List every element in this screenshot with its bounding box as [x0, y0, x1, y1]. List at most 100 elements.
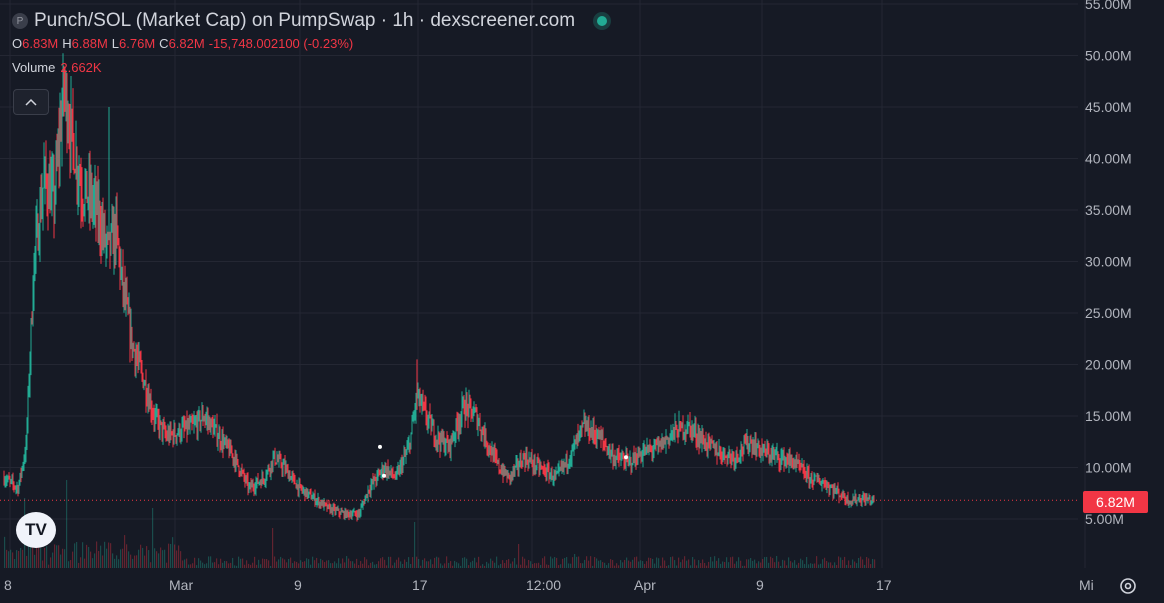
candle-body — [392, 474, 394, 476]
candle-body — [321, 501, 323, 506]
candle-body — [279, 456, 281, 458]
candle-body — [858, 497, 860, 499]
tradingview-logo[interactable]: TV — [16, 512, 56, 548]
candle-body — [639, 454, 641, 457]
candle-body — [596, 437, 598, 442]
price-axis[interactable]: 5.00M 10.00M 15.00M 20.00M 25.00M 30.00M 35.00… — [1085, 0, 1132, 527]
candle-body — [733, 456, 735, 464]
volume-bar — [58, 545, 60, 568]
volume-bar — [228, 563, 230, 568]
candle-body — [272, 456, 274, 467]
candle-body — [865, 497, 867, 504]
candle-body — [405, 452, 407, 456]
volume-bar — [88, 546, 90, 568]
candle-body — [496, 456, 498, 462]
candle-body — [467, 405, 469, 415]
candle-body — [37, 220, 39, 249]
volume-bar — [332, 563, 334, 568]
candle-body — [558, 467, 560, 470]
volume-bar — [750, 558, 752, 568]
price-tick-label: 30.00M — [1085, 254, 1132, 270]
candle-body — [553, 473, 555, 480]
volume-bar — [168, 543, 170, 568]
candle-body — [58, 143, 60, 153]
candle-body — [93, 197, 95, 203]
candle-body — [809, 477, 811, 483]
candle-body — [84, 185, 86, 207]
candle-body — [515, 462, 517, 467]
candle-body — [360, 507, 362, 513]
volume-bar — [862, 559, 864, 568]
volume-bar — [50, 557, 52, 568]
time-tick-label: 17 — [876, 577, 892, 593]
candle-body — [866, 497, 868, 501]
volume-bar — [370, 562, 372, 568]
candle-body — [101, 222, 103, 241]
volume-bar — [870, 564, 872, 568]
price-tick-label: 10.00M — [1085, 460, 1132, 476]
candle-body — [843, 491, 845, 498]
volume-bar — [202, 562, 204, 568]
candle-body — [493, 451, 495, 461]
candle-body — [833, 487, 835, 494]
volume-bar — [516, 564, 518, 568]
volume-bar — [540, 564, 542, 568]
volume-bar — [216, 558, 218, 568]
time-tick-label: 12:00 — [526, 577, 561, 593]
candle-body — [217, 438, 219, 442]
volume-bars — [4, 480, 876, 568]
candle-body — [120, 268, 122, 275]
candle-body — [502, 470, 504, 476]
candle-body — [607, 450, 609, 453]
candle-body — [203, 419, 205, 421]
candle-body — [66, 84, 68, 133]
candle-body — [838, 491, 840, 497]
volume-bar — [746, 559, 748, 568]
candle-body — [318, 498, 320, 506]
candle-body — [681, 423, 683, 428]
candle-body — [428, 414, 430, 419]
volume-bar — [186, 558, 188, 568]
volume-bar — [578, 556, 580, 568]
volume-bar — [250, 564, 252, 568]
candle-body — [403, 454, 405, 460]
volume-bar — [294, 561, 296, 568]
volume-bar — [282, 558, 284, 568]
candle-body — [179, 425, 181, 438]
candle-body — [229, 444, 231, 455]
candle-body — [126, 295, 128, 301]
time-axis[interactable]: 8 Mar 9 17 12:00 Apr 9 17 Mi — [4, 577, 1094, 593]
candle-body — [151, 412, 153, 414]
volume-bar — [790, 561, 792, 568]
volume-bar — [98, 550, 100, 568]
candle-body — [870, 500, 872, 503]
volume-bar — [756, 563, 758, 568]
candle-body — [83, 206, 85, 208]
candle-body — [137, 359, 139, 361]
candle-body — [292, 475, 294, 477]
volume-bar — [226, 561, 228, 568]
chevron-up-icon — [25, 98, 37, 106]
candle-body — [631, 464, 633, 467]
volume-bar — [182, 560, 184, 568]
candle-body — [603, 441, 605, 444]
candle-body — [285, 467, 287, 471]
candle-body — [634, 454, 636, 461]
candle-body — [269, 469, 271, 472]
candle-body — [111, 223, 113, 228]
candle-body — [122, 268, 124, 292]
candle-body — [837, 488, 839, 492]
settings-button[interactable] — [1117, 575, 1139, 597]
volume-bar — [600, 560, 602, 568]
collapse-legend-button[interactable] — [13, 89, 49, 115]
volume-bar — [36, 536, 38, 568]
candle-body — [609, 446, 611, 455]
candle-body — [435, 439, 437, 443]
volume-bar — [598, 560, 600, 568]
candle-body — [587, 421, 589, 430]
candle-body — [548, 468, 550, 479]
candle-body — [457, 423, 459, 430]
candle-body — [806, 470, 808, 479]
candle-body — [125, 295, 127, 301]
